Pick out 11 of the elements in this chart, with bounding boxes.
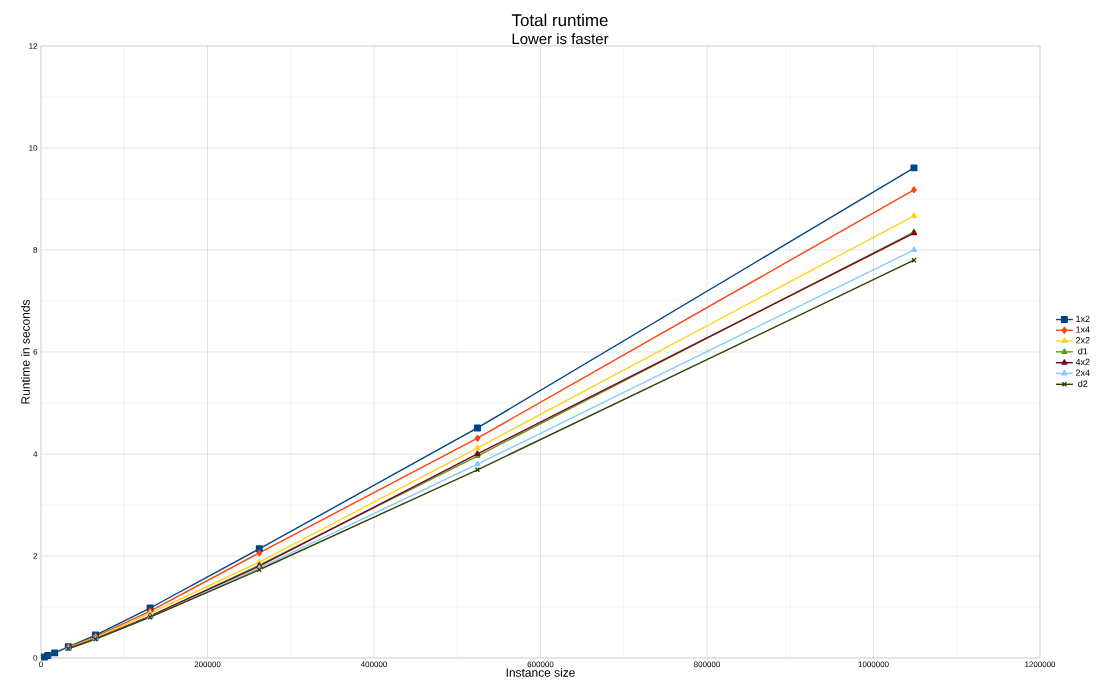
legend-label: d1 [1078,347,1088,355]
chart-subtitle: Lower is faster [512,33,609,45]
legend-label: 2x4 [1076,369,1090,376]
legend-label: 1x4 [1076,326,1090,333]
y-axis-title: Runtime in seconds [20,299,30,404]
legend-label: d2 [1078,380,1088,387]
legend-label: 1x2 [1076,315,1090,322]
chart-title: Total runtime [511,13,608,27]
legend-label: 2x2 [1076,337,1090,344]
legend-label: 4x2 [1075,358,1090,366]
x-axis-title: Instance size [506,668,575,677]
